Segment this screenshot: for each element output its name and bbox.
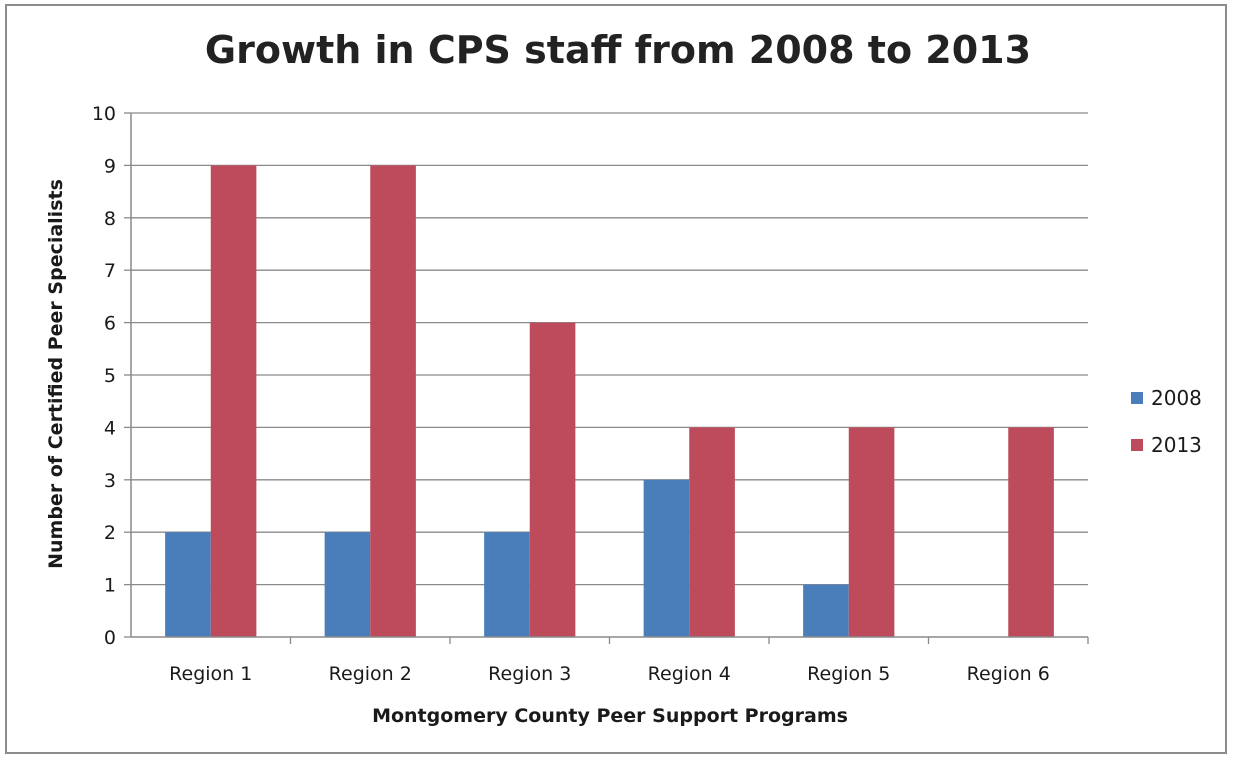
x-tick-label: Region 4 [648,663,731,685]
legend-label-2013: 2013 [1151,433,1202,457]
y-tick-label: 6 [104,313,116,335]
bar-2013-6 [1008,427,1054,637]
legend: 2008 2013 [1131,386,1202,457]
bar-2008-4 [643,479,690,637]
y-tick-label: 7 [104,260,116,282]
axes [124,112,1089,644]
bars [165,165,1054,637]
x-tick-label: Region 1 [169,663,252,685]
gridlines [131,112,1088,586]
y-tick-label: 9 [104,155,116,177]
bar-2008-5 [803,584,849,637]
y-tick-label: 10 [92,103,116,125]
x-axis-title: Montgomery County Peer Support Programs [372,705,848,727]
y-tick-labels: 0 1 2 3 4 5 6 7 8 9 10 [92,103,116,649]
y-tick-label: 1 [104,575,116,597]
chart-title: Growth in CPS staff from 2008 to 2013 [205,28,1031,72]
x-tick-label: Region 6 [967,663,1050,685]
x-tick-labels: Region 1 Region 2 Region 3 Region 4 Region 5… [169,663,1050,685]
y-axis-title: Number of Certified Peer Specialists [45,179,67,569]
bar-2008-2 [324,532,371,637]
x-tick-label: Region 5 [807,663,890,685]
bar-2013-3 [529,322,576,637]
bar-2013-2 [370,165,416,637]
y-tick-label: 2 [104,522,116,544]
y-tick-label: 0 [104,627,116,649]
bar-2008-1 [165,532,211,637]
x-tick-label: Region 3 [488,663,571,685]
legend-label-2008: 2008 [1151,386,1202,410]
y-tick-label: 5 [104,365,116,387]
legend-swatch-2013 [1131,439,1143,451]
bar-2013-5 [848,427,895,637]
y-tick-label: 8 [104,208,116,230]
y-tick-label: 4 [104,417,116,439]
legend-swatch-2008 [1131,392,1143,404]
bar-2008-3 [484,532,530,637]
y-tick-label: 3 [104,470,116,492]
bar-2013-1 [210,165,257,637]
x-tick-label: Region 2 [329,663,412,685]
bar-2013-4 [689,427,735,637]
